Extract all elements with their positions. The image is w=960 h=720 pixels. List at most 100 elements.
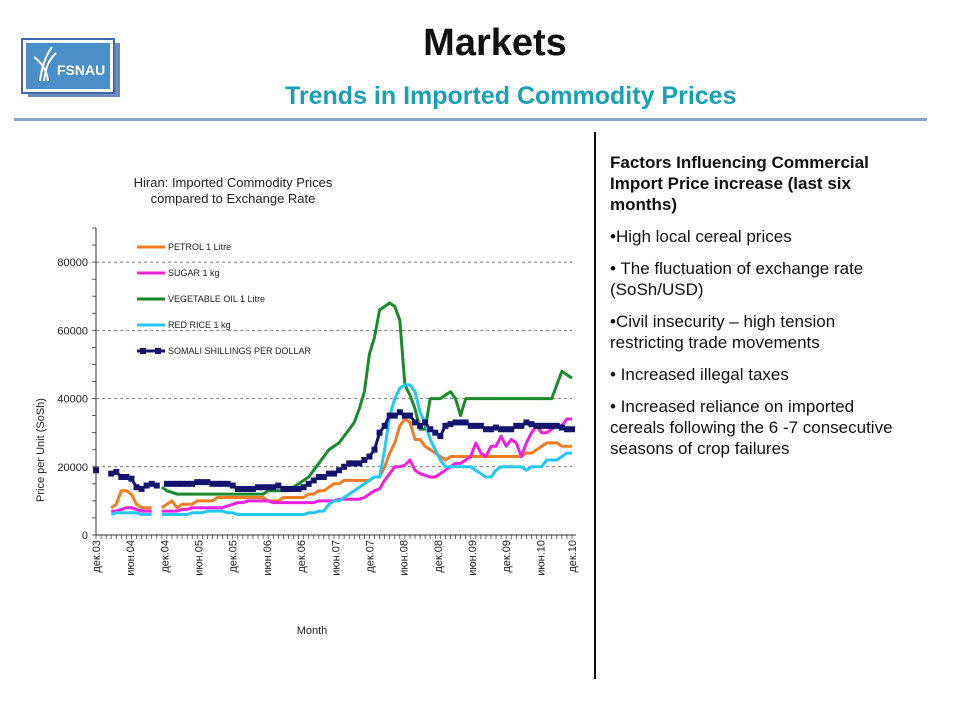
x-tick-label: июн.07 bbox=[330, 540, 342, 576]
data-point bbox=[179, 480, 186, 487]
data-point bbox=[148, 480, 155, 487]
data-point bbox=[138, 485, 145, 492]
data-point bbox=[356, 460, 363, 467]
data-point bbox=[533, 422, 540, 429]
data-point bbox=[391, 412, 398, 419]
data-point bbox=[118, 474, 125, 481]
data-point bbox=[315, 474, 322, 481]
data-point bbox=[437, 433, 444, 440]
legend-label: SUGAR 1 kg bbox=[168, 268, 220, 278]
series-line bbox=[161, 417, 572, 513]
data-point bbox=[432, 429, 439, 436]
data-point bbox=[553, 422, 560, 429]
data-point bbox=[305, 480, 312, 487]
data-point bbox=[168, 480, 175, 487]
series-line bbox=[111, 506, 152, 513]
data-point bbox=[189, 480, 196, 487]
x-tick-label: дек.04 bbox=[159, 540, 171, 573]
y-tick-label: 80000 bbox=[57, 257, 88, 269]
y-tick-label: 40000 bbox=[57, 394, 88, 406]
data-point bbox=[452, 419, 459, 426]
data-point bbox=[194, 479, 201, 486]
data-point bbox=[558, 424, 565, 431]
data-point bbox=[472, 422, 479, 429]
data-point bbox=[528, 421, 535, 428]
data-point bbox=[538, 422, 545, 429]
x-tick-label: июн.06 bbox=[262, 540, 274, 576]
factor-item: • The fluctuation of exchange rate (SoSh… bbox=[610, 259, 864, 299]
data-point bbox=[275, 482, 282, 489]
data-point bbox=[406, 412, 413, 419]
series-line bbox=[166, 410, 572, 491]
data-point bbox=[563, 426, 570, 433]
data-point bbox=[325, 470, 332, 477]
data-point bbox=[108, 470, 115, 477]
data-point bbox=[336, 467, 343, 474]
data-point bbox=[270, 484, 277, 491]
data-point bbox=[174, 480, 181, 487]
page-title: Markets bbox=[423, 22, 567, 64]
data-point bbox=[493, 424, 500, 431]
legend-label: VEGETABLE OIL 1 Litre bbox=[168, 294, 265, 304]
data-point bbox=[128, 475, 135, 482]
data-point bbox=[224, 480, 231, 487]
data-point bbox=[482, 426, 489, 433]
data-point bbox=[219, 480, 226, 487]
data-point bbox=[361, 456, 368, 463]
x-tick-label: дек.10 bbox=[567, 540, 579, 573]
x-tick-label: июн.08 bbox=[399, 540, 411, 576]
data-point bbox=[199, 479, 206, 486]
data-point bbox=[457, 419, 464, 426]
data-point bbox=[417, 422, 424, 429]
legend-marker bbox=[140, 348, 146, 354]
series-line bbox=[110, 511, 152, 516]
factors-heading: Factors Influencing Commercial Import Pr… bbox=[610, 153, 869, 214]
x-tick-label: июн.09 bbox=[467, 540, 479, 576]
data-point bbox=[265, 484, 272, 491]
data-point bbox=[341, 463, 348, 470]
data-point bbox=[503, 426, 510, 433]
series-line bbox=[161, 383, 572, 516]
data-point bbox=[295, 485, 302, 492]
fsnau-logo: FSNAU bbox=[21, 38, 120, 97]
factor-item: • Increased illegal taxes bbox=[610, 365, 789, 384]
data-point bbox=[543, 422, 550, 429]
data-point bbox=[412, 419, 419, 426]
data-point bbox=[93, 467, 99, 474]
data-point bbox=[366, 453, 373, 460]
data-point bbox=[143, 482, 150, 489]
y-tick-label: 60000 bbox=[57, 325, 88, 337]
data-point bbox=[386, 412, 393, 419]
data-point bbox=[487, 426, 494, 433]
data-point bbox=[249, 485, 256, 492]
data-point bbox=[163, 480, 170, 487]
data-point bbox=[467, 422, 474, 429]
chart-title-line-2: compared to Exchange Rate bbox=[151, 191, 316, 206]
data-point bbox=[300, 484, 307, 491]
y-tick-label: 0 bbox=[82, 530, 88, 542]
data-point bbox=[133, 484, 140, 491]
data-point bbox=[229, 482, 236, 489]
data-point bbox=[477, 422, 484, 429]
data-point bbox=[523, 419, 530, 426]
x-tick-label: июн.05 bbox=[194, 540, 206, 576]
data-point bbox=[239, 485, 246, 492]
data-point bbox=[184, 480, 191, 487]
x-tick-label: дек.09 bbox=[501, 540, 513, 573]
data-point bbox=[401, 412, 408, 419]
x-tick-label: дек.05 bbox=[228, 540, 240, 573]
x-tick-label: июн.04 bbox=[125, 540, 137, 576]
x-tick-label: дек.08 bbox=[433, 540, 445, 573]
data-point bbox=[214, 480, 221, 487]
legend-label: RED RICE 1 kg bbox=[168, 320, 231, 330]
data-point bbox=[548, 422, 555, 429]
x-axis-label: Month bbox=[297, 625, 328, 637]
data-point bbox=[244, 485, 251, 492]
data-point bbox=[113, 468, 120, 475]
header-divider bbox=[14, 118, 927, 121]
data-point bbox=[280, 485, 287, 492]
data-point bbox=[290, 485, 297, 492]
data-point bbox=[346, 460, 353, 467]
data-point bbox=[462, 419, 469, 426]
vertical-divider bbox=[594, 132, 596, 679]
